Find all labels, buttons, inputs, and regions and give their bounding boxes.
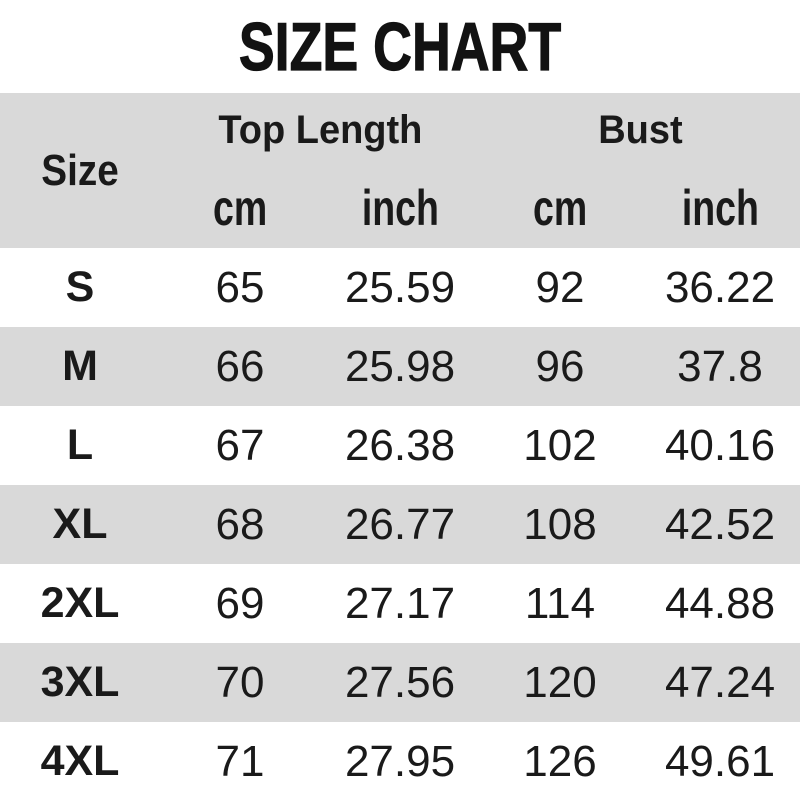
value-cell: 27.17 xyxy=(344,578,456,628)
size-cell: M xyxy=(62,342,98,390)
header-group-top-length: Top Length cm inch xyxy=(160,93,480,248)
bust-label-text: Bust xyxy=(597,107,683,152)
value-cell: 26.77 xyxy=(344,499,456,549)
page-title-text: SIZE CHART xyxy=(238,8,562,85)
value-cell: 26.38 xyxy=(344,420,456,470)
header-size-column: Size xyxy=(0,93,160,248)
bust-cm-text: cm xyxy=(532,179,588,236)
value-cell: 66 xyxy=(215,341,265,391)
bust-inch-text: inch xyxy=(681,179,759,236)
size-cell: 4XL xyxy=(40,737,120,785)
value-cell: 42.52 xyxy=(664,499,776,549)
size-cell: L xyxy=(66,421,94,469)
value-cell: 37.8 xyxy=(677,341,763,391)
bust-inch-header: inch xyxy=(640,167,800,248)
value-cell: 70 xyxy=(215,657,265,707)
value-cell: 40.16 xyxy=(664,420,776,470)
table-row-l: L 67 26.38 102 40.16 xyxy=(0,406,800,485)
value-cell: 92 xyxy=(535,262,585,312)
value-cell: 96 xyxy=(535,341,585,391)
value-cell: 67 xyxy=(215,420,265,470)
table-row-s: S 65 25.59 92 36.22 xyxy=(0,248,800,327)
size-table: Size Top Length cm inch Bust xyxy=(0,93,800,800)
table-row-3xl: 3XL 70 27.56 120 47.24 xyxy=(0,643,800,722)
value-cell: 65 xyxy=(215,262,265,312)
size-cell: 3XL xyxy=(40,658,120,706)
value-cell: 27.95 xyxy=(344,736,456,786)
value-cell: 49.61 xyxy=(664,736,776,786)
table-header: Size Top Length cm inch Bust xyxy=(0,93,800,248)
top-length-units-row: cm inch xyxy=(160,167,480,248)
bust-units-row: cm inch xyxy=(480,167,800,248)
value-cell: 126 xyxy=(523,736,597,786)
top-length-cm-header: cm xyxy=(160,167,320,248)
bust-group-label: Bust xyxy=(480,93,800,167)
value-cell: 25.59 xyxy=(344,262,456,312)
value-cell: 114 xyxy=(524,578,596,628)
header-size-label: Size xyxy=(41,145,119,195)
value-cell: 44.88 xyxy=(664,578,776,628)
value-cell: 108 xyxy=(523,499,597,549)
table-row-xl: XL 68 26.77 108 42.52 xyxy=(0,485,800,564)
size-cell: S xyxy=(65,263,95,311)
header-group-bust: Bust cm inch xyxy=(480,93,800,248)
table-row-4xl: 4XL 71 27.95 126 49.61 xyxy=(0,722,800,800)
value-cell: 27.56 xyxy=(344,657,456,707)
top-length-inch-header: inch xyxy=(320,167,480,248)
size-cell: XL xyxy=(52,500,108,548)
table-row-m: M 66 25.98 96 37.8 xyxy=(0,327,800,406)
value-cell: 102 xyxy=(523,420,597,470)
value-cell: 69 xyxy=(215,578,265,628)
size-cell: 2XL xyxy=(40,579,120,627)
table-row-2xl: 2XL 69 27.17 114 44.88 xyxy=(0,564,800,643)
page-title: SIZE CHART xyxy=(0,0,800,93)
value-cell: 68 xyxy=(215,499,265,549)
top-length-label-text: Top Length xyxy=(217,107,423,152)
bust-cm-header: cm xyxy=(480,167,640,248)
value-cell: 71 xyxy=(215,736,265,786)
value-cell: 47.24 xyxy=(664,657,776,707)
top-length-cm-text: cm xyxy=(212,179,268,236)
top-length-inch-text: inch xyxy=(361,179,439,236)
value-cell: 36.22 xyxy=(664,262,776,312)
value-cell: 120 xyxy=(523,657,597,707)
value-cell: 25.98 xyxy=(344,341,456,391)
top-length-group-label: Top Length xyxy=(160,93,480,167)
